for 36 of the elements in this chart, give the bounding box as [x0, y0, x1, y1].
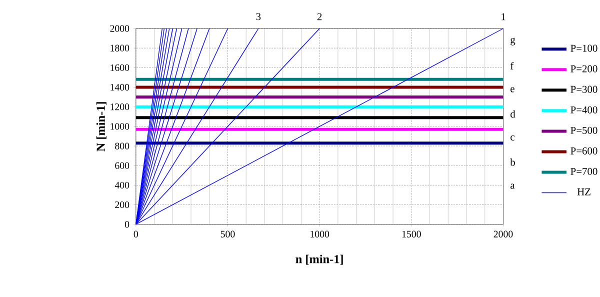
annotation: 2	[317, 13, 322, 20]
legend-label: P=300	[570, 86, 598, 93]
legend-label: P=600	[570, 147, 598, 155]
legend-label: HZ	[577, 188, 590, 196]
text: f	[510, 62, 514, 70]
y-axis-title: N [min-1]	[96, 102, 106, 152]
x-tick-label: 1000	[310, 230, 330, 238]
y-tick-label: 1400	[110, 84, 130, 91]
legend-label: P=400	[570, 106, 598, 114]
legend-label: P=100	[570, 44, 598, 52]
text: c	[510, 136, 514, 141]
y-tick-label: 0	[124, 221, 130, 228]
legend-label: P=200	[570, 65, 598, 72]
y-tick-label: 1200	[110, 104, 130, 110]
x-axis-title: n [min-1]	[296, 254, 343, 265]
y-tick-label: 1000	[110, 123, 130, 130]
text: e	[510, 87, 514, 92]
y-tick-label: 1800	[110, 44, 130, 52]
x-tick-label: 2000	[494, 230, 513, 238]
text: g	[510, 38, 516, 46]
y-tick-label: 600	[115, 162, 130, 170]
annotation: 3	[256, 13, 261, 20]
x-tick-label: 1500	[402, 230, 421, 238]
y-tick-label: 2000	[110, 25, 130, 32]
x-tick-label: 500	[220, 230, 235, 238]
y-tick-label: 800	[115, 142, 130, 150]
text: b	[510, 158, 515, 166]
text: d	[510, 110, 516, 118]
y-tick-label: 200	[115, 202, 130, 208]
y-tick-label: 400	[114, 182, 130, 189]
annotation: 1	[502, 13, 506, 20]
legend-label: P=700	[570, 168, 598, 176]
legend-label: P=500	[570, 126, 598, 134]
x-tick-label: 0	[134, 230, 138, 238]
text: a	[510, 184, 515, 189]
y-tick-label: 1600	[110, 64, 130, 72]
